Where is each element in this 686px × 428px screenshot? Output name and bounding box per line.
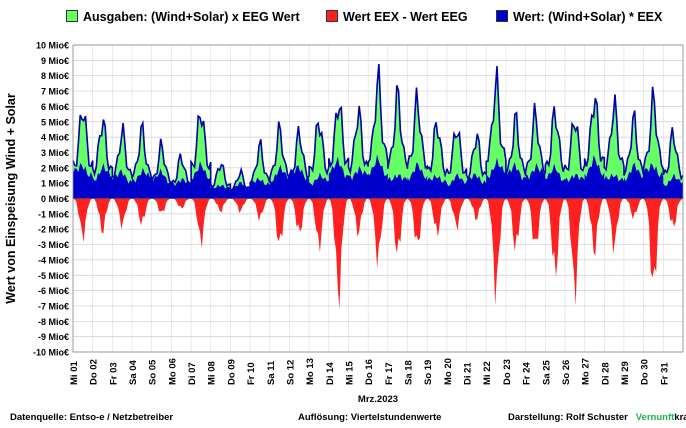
footer-source: Datenquelle: Entso-e / Netzbetreiber	[10, 412, 174, 423]
x-tick-label: Do 02	[89, 359, 100, 385]
series-eeg-area	[73, 64, 683, 199]
x-tick-label: Mi 22	[482, 361, 493, 385]
legend-item-eeg: Ausgaben: (Wind+Solar) x EEG Wert	[66, 10, 300, 24]
y-tick-label: -3 Mio€	[38, 240, 69, 250]
x-axis-title: Mrz.2023	[358, 394, 398, 405]
legend-label-eex: Wert: (Wind+Solar) * EEX	[513, 10, 663, 24]
footer-credit: Darstellung: Rolf Schuster Vernunftkraft	[508, 412, 686, 423]
y-tick-label: 5 Mio€	[41, 117, 69, 127]
x-tick-label: Mo 13	[305, 358, 316, 385]
y-tick-label: 3 Mio€	[41, 148, 69, 158]
legend: Ausgaben: (Wind+Solar) x EEG Wert Wert E…	[0, 6, 686, 28]
legend-swatch-eeg	[66, 10, 78, 22]
x-tick-label: Do 30	[640, 359, 651, 385]
y-tick-label: -7 Mio€	[38, 301, 69, 311]
legend-swatch-diff	[326, 10, 338, 22]
legend-swatch-eex	[496, 10, 508, 22]
y-tick-label: -2 Mio€	[38, 225, 69, 235]
brand-part-b: kraft	[674, 412, 686, 423]
y-tick-label: 10 Mio€	[36, 41, 69, 51]
x-tick-label: Fr 24	[522, 362, 533, 385]
x-tick-label: Sa 04	[128, 359, 139, 385]
x-tick-label: Mi 15	[345, 361, 356, 385]
x-tick-label: Di 28	[600, 362, 611, 385]
y-tick-label: 4 Mio€	[41, 133, 69, 143]
x-tick-label: Mo 20	[443, 358, 454, 385]
y-tick-label: 9 Mio€	[41, 56, 69, 66]
legend-label-eeg: Ausgaben: (Wind+Solar) x EEG Wert	[83, 10, 300, 24]
chart-area: 10 Mio€ 9 Mio€ 8 Mio€ 7 Mio€ 6 Mio€ 5 Mio€ 4 M…	[4, 41, 684, 405]
x-tick-label: Sa 25	[541, 359, 552, 385]
y-tick-label: 2 Mio€	[41, 163, 69, 173]
x-tick-label: Di 21	[463, 362, 474, 385]
x-tick-label: Sa 11	[266, 360, 277, 385]
legend-item-diff: Wert EEX - Wert EEG	[326, 10, 468, 24]
x-tick-label: Di 07	[187, 362, 198, 385]
legend-label-diff: Wert EEX - Wert EEG	[343, 10, 468, 24]
x-tick-label: Fr 10	[246, 362, 257, 385]
series-eex-area	[73, 154, 683, 199]
x-tick-label: So 26	[561, 360, 572, 385]
y-tick-label: -5 Mio€	[38, 271, 69, 281]
x-tick-label: Sa 18	[404, 360, 415, 385]
y-axis-title: Wert von Einspeisung Wind + Solar	[4, 93, 18, 304]
brand-part-a: Vernunft	[635, 412, 675, 423]
x-tick-label: Mi 08	[207, 361, 218, 385]
x-tick-label: So 05	[148, 359, 159, 385]
x-tick-label: Fr 17	[384, 362, 395, 385]
x-tick-label: Do 16	[364, 359, 375, 385]
x-tick-label: Di 14	[325, 362, 336, 385]
x-tick-label: Do 23	[502, 359, 513, 385]
footer-resolution: Auflösung: Viertelstundenwerte	[298, 412, 442, 423]
x-tick-label: So 19	[423, 360, 434, 385]
y-tick-label: -8 Mio€	[38, 317, 69, 327]
y-tick-label: -9 Mio€	[38, 332, 69, 342]
y-tick-label: -6 Mio€	[38, 286, 69, 296]
y-tick-label: 7 Mio€	[41, 87, 69, 97]
legend-item-eex: Wert: (Wind+Solar) * EEX	[496, 10, 662, 24]
y-tick-label: 0 Mio€	[41, 194, 69, 204]
x-tick-label: Do 09	[226, 359, 237, 385]
x-tick-label: Fr 31	[659, 362, 670, 385]
x-tick-label: Fr 03	[108, 362, 119, 385]
y-tick-label: -10 Mio€	[33, 348, 69, 358]
x-tick-label: So 12	[286, 360, 297, 385]
series-eeg-line	[72, 64, 684, 192]
footer-author: Darstellung: Rolf Schuster	[508, 412, 628, 423]
plot-frame	[72, 44, 684, 353]
brand-logo: Vernunftkraft	[636, 412, 686, 423]
x-tick-label: Mo 27	[581, 358, 592, 385]
y-tick-label: -4 Mio€	[38, 255, 69, 265]
x-tick-label: Mi 01	[69, 361, 80, 385]
x-tick-label: Mi 29	[620, 361, 631, 385]
x-tick-label: Mo 06	[167, 358, 178, 385]
y-tick-label: 6 Mio€	[41, 102, 69, 112]
series-diff-area	[73, 198, 683, 310]
y-tick-label: 8 Mio€	[41, 71, 69, 81]
y-tick-label: -1 Mio€	[38, 209, 69, 219]
y-tick-label: 1 Mio€	[41, 179, 69, 189]
